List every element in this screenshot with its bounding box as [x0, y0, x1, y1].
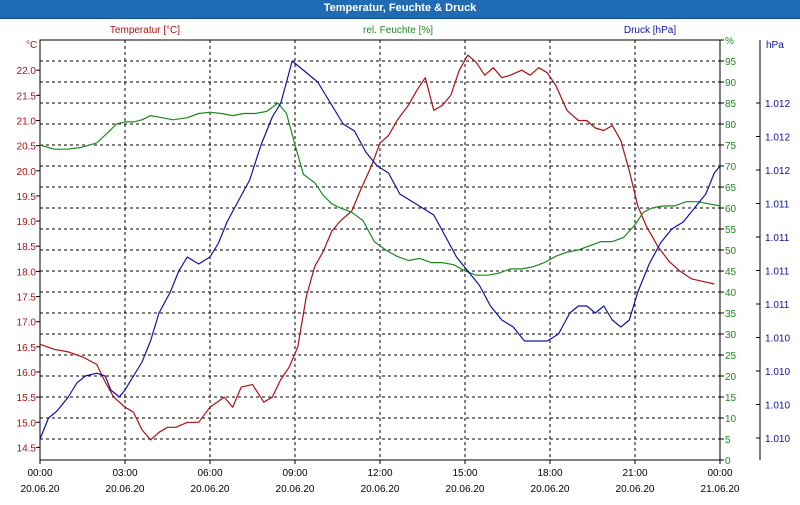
temp-tick-label: 15.0	[17, 418, 37, 429]
pressure-tick-label: 1.011	[765, 233, 790, 244]
humidity-tick-label: 30	[725, 330, 737, 341]
humidity-tick-label: 0	[725, 456, 731, 467]
x-tick-date: 20.06.20	[106, 484, 145, 495]
humidity-tick-label: 60	[725, 204, 737, 215]
temp-tick-label: 14.5	[17, 443, 37, 454]
humidity-tick-label: 70	[725, 162, 737, 173]
x-tick-time: 15:00	[452, 468, 477, 479]
humidity-tick-label: 45	[725, 267, 737, 278]
humidity-tick-label: 55	[725, 225, 737, 236]
temp-tick-label: 18.0	[17, 267, 37, 278]
humidity-axis-label: rel. Feuchte [%]	[363, 25, 433, 36]
x-tick-time: 03:00	[112, 468, 137, 479]
temp-tick-label: 20.5	[17, 142, 37, 153]
humidity-tick-label: 50	[725, 246, 737, 257]
humidity-tick-label: 85	[725, 99, 737, 110]
x-tick-time: 00:00	[707, 468, 732, 479]
x-tick-date: 20.06.20	[616, 484, 655, 495]
temp-tick-label: 19.5	[17, 192, 37, 203]
pressure-tick-label: 1.011	[765, 267, 790, 278]
window-title: Temperatur, Feuchte & Druck	[0, 0, 800, 19]
temp-tick-label: 15.5	[17, 393, 37, 404]
temp-axis-label: Temperatur [°C]	[110, 25, 180, 36]
humidity-tick-label: 35	[725, 309, 737, 320]
humidity-tick-label: 10	[725, 414, 737, 425]
x-tick-date: 20.06.20	[21, 484, 60, 495]
pressure-tick-label: 1.010	[765, 401, 790, 412]
temp-tick-label: 21.0	[17, 116, 37, 127]
temp-tick-label: 17.5	[17, 293, 37, 304]
humidity-tick-label: 40	[725, 288, 737, 299]
x-tick-date: 20.06.20	[191, 484, 230, 495]
x-tick-time: 18:00	[537, 468, 562, 479]
humidity-tick-label: 65	[725, 183, 737, 194]
humidity-tick-label: 25	[725, 351, 737, 362]
labels-layer: 00:00 20.06.20 03:00 20.06.20 06:00 20.06.20 0…	[17, 25, 791, 495]
x-tick-date: 21.06.20	[701, 484, 740, 495]
temp-tick-label: 20.0	[17, 167, 37, 178]
pressure-tick-label: 1.012	[765, 99, 790, 110]
pressure-tick-label: 1.012	[765, 133, 790, 144]
pressure-tick-label: 1.010	[765, 334, 790, 345]
pressure-tick-label: 1.010	[765, 367, 790, 378]
x-tick-time: 12:00	[367, 468, 392, 479]
humidity-tick-label: 90	[725, 78, 737, 89]
pressure-tick-label: 1.011	[765, 300, 790, 311]
temp-tick-label: 22.0	[17, 66, 37, 77]
humidity-tick-label: 20	[725, 372, 737, 383]
humidity-tick-label: 75	[725, 141, 737, 152]
pressure-axis-label: Druck [hPa]	[624, 25, 676, 36]
temp-tick-label: 19.0	[17, 217, 37, 228]
x-tick-time: 09:00	[282, 468, 307, 479]
humidity-tick-label: 80	[725, 120, 737, 131]
chart-area: 00:00 20.06.20 03:00 20.06.20 06:00 20.06.20 0…	[0, 18, 800, 500]
temperature-line	[39, 54, 715, 441]
humidity-tick-label: %	[725, 36, 734, 47]
pressure-line	[39, 60, 721, 440]
x-tick-date: 20.06.20	[276, 484, 315, 495]
x-tick-date: 20.06.20	[446, 484, 485, 495]
series-layer	[39, 54, 721, 441]
x-tick-time: 21:00	[622, 468, 647, 479]
temp-axis-unit: °C	[26, 40, 37, 51]
x-tick-time: 00:00	[27, 468, 52, 479]
temp-tick-label: 18.5	[17, 242, 37, 253]
pressure-tick-label: 1.010	[765, 434, 790, 445]
humidity-tick-label: 5	[725, 435, 731, 446]
temp-tick-label: 16.5	[17, 343, 37, 354]
pressure-tick-label: 1.012	[765, 166, 790, 177]
humidity-line	[39, 102, 721, 276]
pressure-tick-label: 1.011	[765, 200, 790, 211]
temp-tick-label: 16.0	[17, 368, 37, 379]
grid-layer	[40, 40, 720, 460]
pressure-axis-unit: hPa	[766, 40, 784, 51]
humidity-tick-label: 95	[725, 57, 737, 68]
x-tick-date: 20.06.20	[531, 484, 570, 495]
x-tick-time: 06:00	[197, 468, 222, 479]
chart-svg: 00:00 20.06.20 03:00 20.06.20 06:00 20.06.20 0…	[17, 25, 791, 495]
x-tick-date: 20.06.20	[361, 484, 400, 495]
temp-tick-label: 17.0	[17, 318, 37, 329]
humidity-tick-label: 15	[725, 393, 737, 404]
ticks-layer	[36, 39, 760, 464]
temp-tick-label: 21.5	[17, 91, 37, 102]
